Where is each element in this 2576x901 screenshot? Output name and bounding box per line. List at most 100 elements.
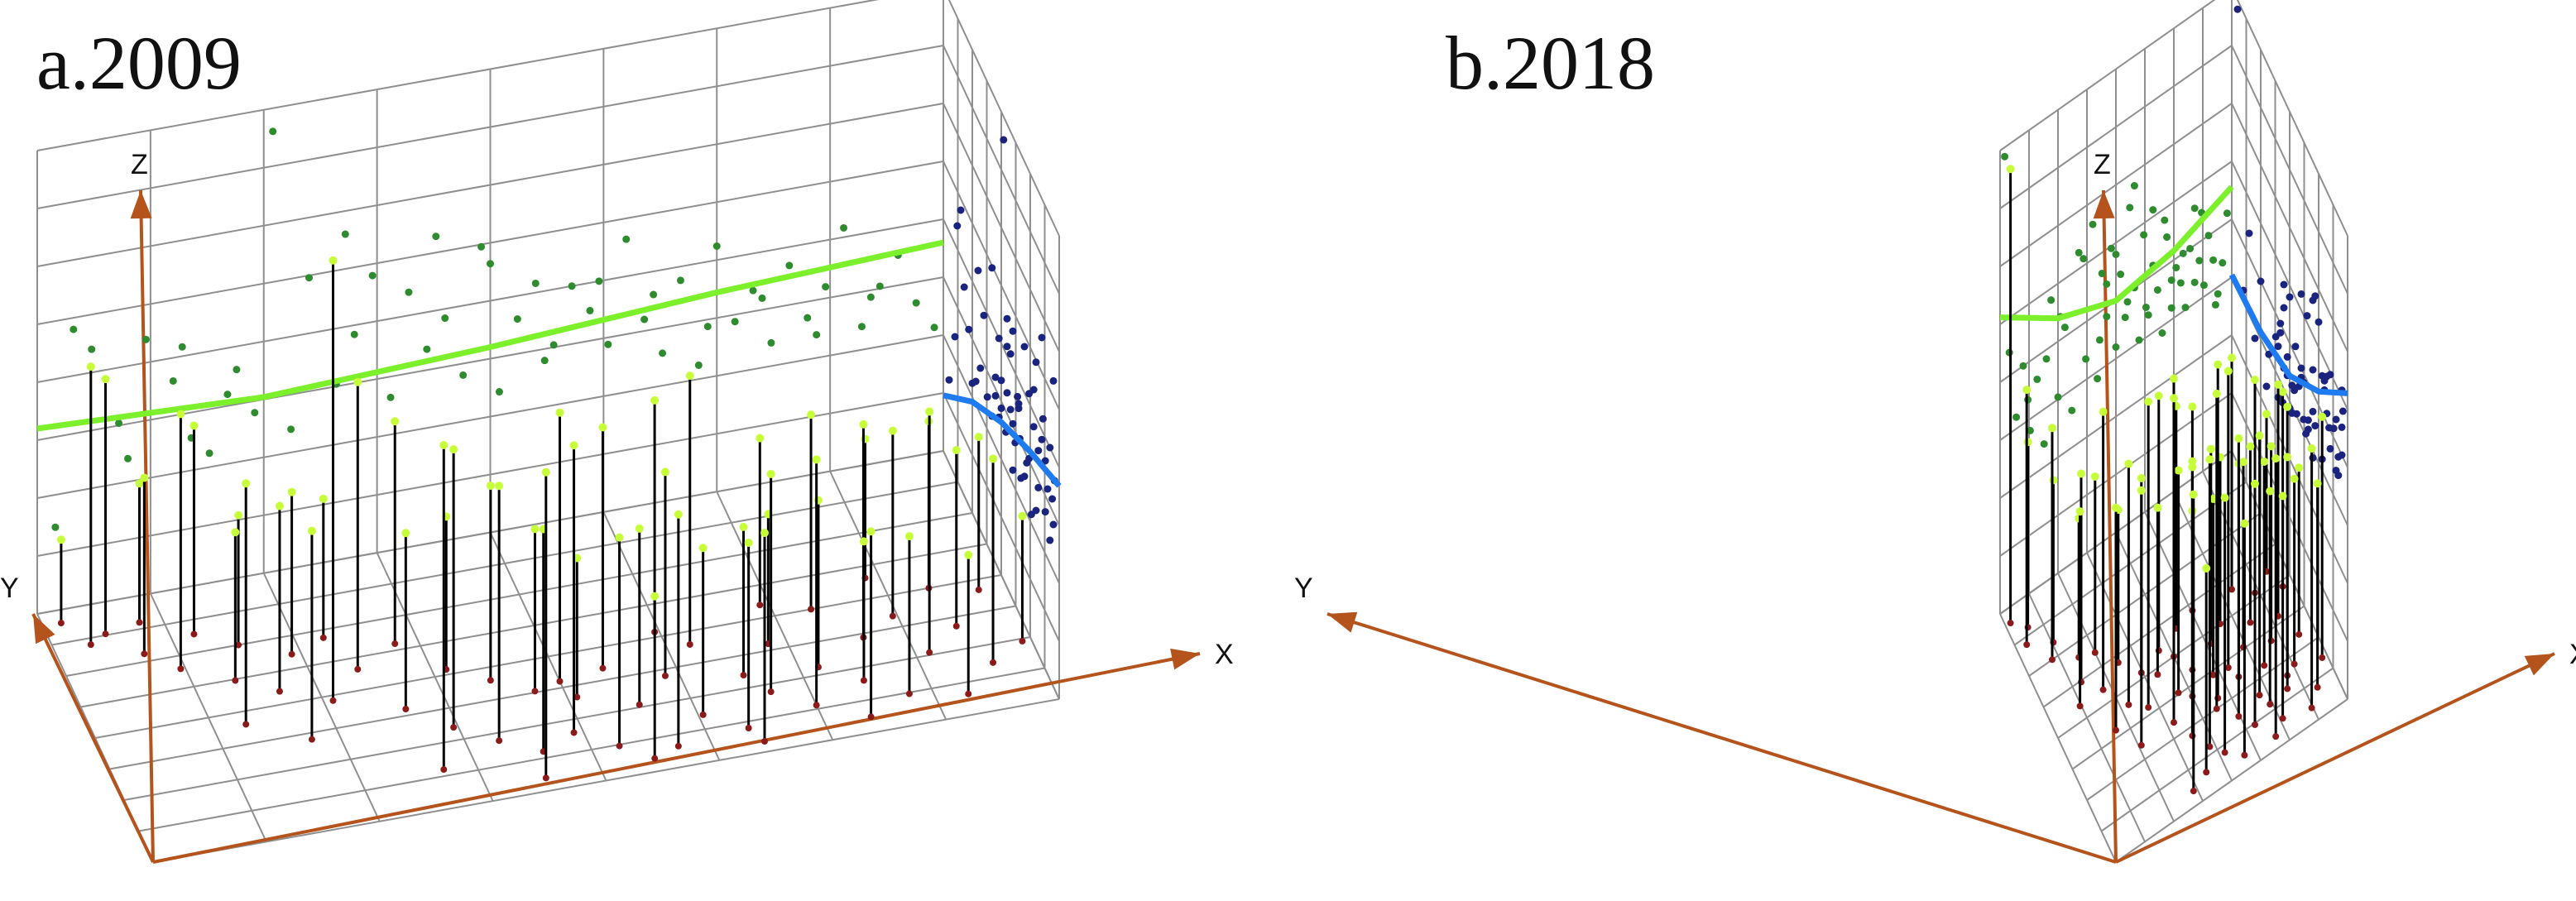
sample-tip-point — [925, 407, 934, 416]
sample-tip-point — [2205, 455, 2214, 464]
sample-base-point — [926, 649, 933, 656]
sample-base-point — [329, 697, 337, 704]
yz-projection-point — [988, 264, 996, 272]
sample-base-point — [661, 672, 669, 679]
sample-base-point — [2256, 692, 2263, 699]
yz-projection-point — [983, 393, 991, 401]
xz-projection-point — [2012, 413, 2021, 421]
sample-base-point — [2175, 689, 2182, 697]
yz-projection-point — [1014, 392, 1022, 400]
xz-projection-point — [2082, 355, 2090, 363]
sample-tip-point — [2137, 473, 2146, 482]
sample-tip-point — [2234, 434, 2243, 443]
sample-tip-point — [2090, 472, 2099, 481]
sample-base-point — [288, 650, 295, 658]
xz-projection-point — [2167, 304, 2175, 312]
xz-projection-point — [2209, 256, 2218, 264]
grid-line — [2144, 511, 2262, 761]
xz-projection-point — [2117, 271, 2125, 279]
yz-projection-point — [1041, 508, 1049, 516]
sample-base-point — [2049, 656, 2056, 664]
grid-line — [65, 512, 973, 677]
sample-stems — [56, 256, 1027, 782]
xz-projection-point — [2135, 336, 2143, 344]
sample-base-point — [686, 640, 693, 648]
xz-projection-point — [2130, 182, 2138, 190]
sample-base-point — [57, 620, 65, 627]
plot-3d-2009: Z X Y — [0, 0, 1234, 864]
xz-projection-point — [930, 323, 938, 332]
grid-line — [943, 218, 1060, 468]
yz-projection-point — [1049, 520, 1058, 529]
sample-base-point — [2154, 671, 2161, 678]
sample-tip-point — [486, 482, 495, 491]
yz-projection-point — [991, 373, 1000, 381]
yz-projection-point — [1048, 495, 1057, 503]
sample-tip-point — [2267, 442, 2276, 451]
xz-projection-point — [2204, 232, 2213, 240]
xz-projection-point — [441, 314, 449, 323]
sample-base-point — [813, 702, 820, 709]
sample-base-point — [276, 688, 283, 695]
yz-projection-point — [1025, 390, 1034, 398]
xz-projection-point — [88, 345, 96, 353]
z-axis-head — [130, 190, 152, 219]
xz-projection-point — [2054, 393, 2062, 401]
sample-base-point — [308, 736, 315, 743]
sample-base-point — [756, 601, 764, 609]
sample-tip-point — [2295, 463, 2304, 472]
xz-projection-point — [70, 325, 78, 333]
sample-stems — [2006, 165, 2327, 795]
sample-tip-point — [2260, 457, 2269, 466]
sample-base-point — [2295, 630, 2303, 638]
sample-base-point — [450, 724, 458, 731]
panel-title-2018: b.2018 — [1446, 21, 1655, 105]
sample-base-point — [2235, 712, 2243, 720]
sample-base-point — [2113, 726, 2119, 734]
sample-base-point — [496, 737, 503, 745]
grid-line — [1999, 0, 2216, 151]
sample-base-point — [965, 690, 972, 697]
sample-tip-point — [974, 433, 983, 442]
sample-base-point — [531, 688, 539, 695]
xz-projection-point — [622, 235, 631, 243]
xz-projection-point — [2112, 343, 2120, 351]
xz-projection-point — [2144, 311, 2152, 319]
xz-projection-point — [531, 279, 540, 287]
yz-projection-point — [1009, 327, 1017, 335]
sample-base-point — [102, 630, 109, 638]
sample-base-point — [2291, 660, 2298, 668]
yz-projection-point — [2338, 423, 2346, 431]
sample-tip-point — [650, 395, 660, 405]
sample-base-point — [319, 634, 327, 641]
sample-tip-point — [231, 528, 240, 537]
z-axis — [139, 189, 155, 863]
xz-trend-line — [36, 239, 944, 432]
sample-tip-point — [353, 377, 362, 386]
xz-projection-point — [857, 323, 866, 331]
yz-projection-point — [2311, 422, 2319, 430]
xz-projection-point — [2172, 263, 2180, 271]
xz-projection-point — [676, 276, 684, 285]
sample-tip-point — [2048, 424, 2056, 433]
sample-base-point — [867, 713, 875, 721]
plot-3d-2018: Z X Y — [1294, 0, 2576, 864]
sample-tip-point — [307, 526, 316, 535]
sample-base-point — [952, 622, 960, 630]
sample-tip-point — [439, 441, 449, 450]
sample-tip-point — [904, 532, 914, 541]
grid-line — [2231, 45, 2348, 295]
yz-projection-point — [2276, 328, 2285, 337]
xz-projection-point — [912, 299, 920, 307]
yz-projection-point — [974, 266, 982, 275]
sample-tip-point — [2144, 397, 2153, 406]
sample-base-point — [2247, 619, 2254, 626]
yz-projection-point — [1034, 447, 1043, 455]
xz-projection-point — [604, 340, 612, 348]
sample-base-point — [242, 721, 250, 728]
sample-tip-point — [698, 544, 708, 553]
sample-base-point — [2228, 586, 2235, 593]
sample-base-point — [177, 665, 185, 673]
axes: Z X Y — [1294, 149, 2576, 864]
sample-base-point — [2209, 671, 2217, 678]
